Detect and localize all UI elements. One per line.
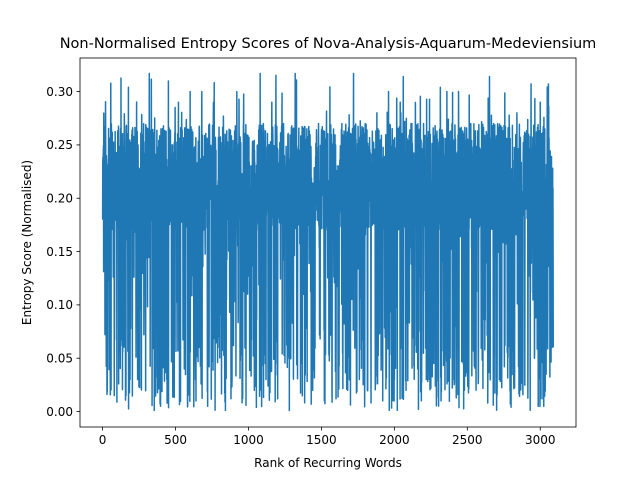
x-tick-label: 0 xyxy=(99,433,107,447)
series-line xyxy=(101,72,554,412)
axes-frame xyxy=(79,57,577,428)
y-tick-label: 0.10 xyxy=(46,298,73,312)
y-tick-label: 0.25 xyxy=(46,138,73,152)
x-tick-label: 500 xyxy=(164,433,187,447)
y-tick-label: 0.15 xyxy=(46,245,73,259)
y-axis-label: Entropy Score (Normalised) xyxy=(20,160,34,325)
x-tick-label: 3000 xyxy=(525,433,556,447)
y-tick-label: 0.30 xyxy=(46,85,73,99)
series-layer xyxy=(101,72,554,412)
y-tick-label: 0.00 xyxy=(46,405,73,419)
x-axis: 0 500 1000 1500 2000 2500 3000 xyxy=(99,427,556,447)
y-axis: 0.00 0.05 0.10 0.15 0.20 0.25 0.30 xyxy=(46,85,80,419)
plot-area xyxy=(79,57,577,428)
x-tick-label: 2000 xyxy=(379,433,410,447)
y-tick-label: 0.20 xyxy=(46,192,73,206)
x-tick-label: 1000 xyxy=(233,433,264,447)
y-tick-label: 0.05 xyxy=(46,352,73,366)
chart-title: Non-Normalised Entropy Scores of Nova-An… xyxy=(60,36,597,52)
x-axis-label: Rank of Recurring Words xyxy=(254,456,402,470)
x-tick-label: 2500 xyxy=(452,433,483,447)
x-tick-label: 1500 xyxy=(306,433,337,447)
